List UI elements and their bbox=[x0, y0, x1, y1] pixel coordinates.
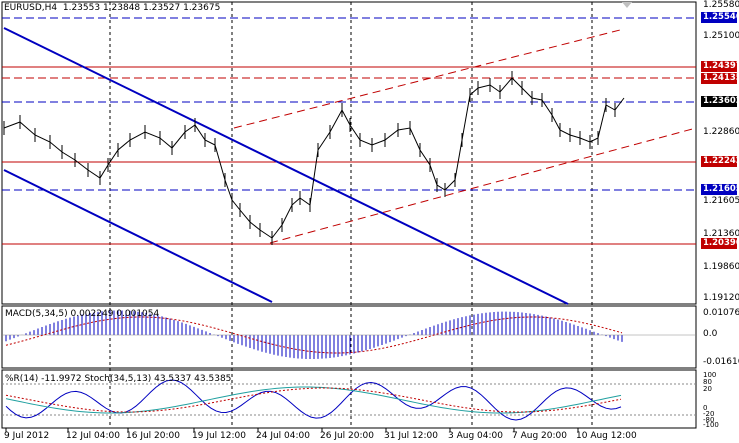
time-label: 19 Jul 12:00 bbox=[192, 431, 246, 441]
time-label: 9 Jul 2012 bbox=[4, 431, 50, 441]
symbol-label: EURUSD,H4 bbox=[4, 3, 58, 13]
level-tag: 1.24135 bbox=[701, 73, 739, 84]
chart-header: EURUSD,H4 1.23553 1.23848 1.23527 1.2367… bbox=[4, 3, 220, 13]
stoch-tick: 20 bbox=[703, 385, 712, 393]
stoch-tick: 100 bbox=[703, 371, 717, 379]
stoch-tick: 80 bbox=[703, 378, 712, 386]
williams-r-line bbox=[5, 379, 622, 421]
time-label: 12 Jul 04:00 bbox=[66, 431, 120, 441]
descending-channel bbox=[3, 27, 569, 305]
ohlc-values: 1.23553 1.23848 1.23527 1.23675 bbox=[62, 3, 221, 13]
macd-tick: -0.01616 bbox=[703, 357, 739, 367]
price-levels bbox=[2, 17, 696, 245]
chart-shift-icon[interactable] bbox=[622, 2, 632, 8]
macd-tick: 0.010763 bbox=[703, 308, 739, 318]
vertical-gridlines bbox=[109, 2, 593, 428]
price-tick: 1.25100 bbox=[703, 31, 739, 41]
stoch-signal-line bbox=[5, 387, 622, 413]
candles bbox=[3, 71, 616, 245]
price-series bbox=[3, 77, 625, 239]
time-label: 10 Aug 12:00 bbox=[576, 431, 637, 441]
stoch-tick: -100 bbox=[703, 421, 719, 429]
macd-label: MACD(5,34,5) 0.002249 0.001054 bbox=[5, 309, 160, 319]
level-tag: 1.25546 bbox=[701, 12, 739, 23]
stoch-label: %R(14) -11.9972 Stoch(34,5,13) 43.5337 4… bbox=[5, 374, 232, 384]
stoch-tick: 0 bbox=[703, 404, 708, 412]
level-tag: 1.23602 bbox=[701, 96, 739, 107]
time-label: 7 Aug 20:00 bbox=[512, 431, 567, 441]
price-tick: 1.22860 bbox=[703, 127, 739, 137]
stoch-tick: -80 bbox=[703, 416, 715, 424]
macd-signal-line bbox=[5, 316, 623, 354]
stoch-panel bbox=[1, 369, 697, 429]
macd-tick: 0.0 bbox=[703, 329, 718, 339]
stoch-tick: -20 bbox=[703, 410, 715, 418]
price-tick: 1.21605 bbox=[703, 196, 739, 206]
time-label: 3 Aug 04:00 bbox=[448, 431, 503, 441]
level-tag: 1.20396 bbox=[701, 238, 739, 249]
price-tick: 1.19860 bbox=[703, 262, 739, 272]
price-tick: 1.21360 bbox=[703, 229, 739, 239]
level-tag: 1.21605 bbox=[701, 184, 739, 195]
level-tag: 1.22242 bbox=[701, 156, 739, 167]
time-label: 16 Jul 20:00 bbox=[126, 431, 180, 441]
time-label: 24 Jul 04:00 bbox=[256, 431, 310, 441]
time-label: 26 Jul 20:00 bbox=[320, 431, 374, 441]
level-tag: 1.24397 bbox=[701, 61, 739, 72]
price-tick: 1.25580 bbox=[703, 0, 739, 10]
time-label: 31 Jul 12:00 bbox=[384, 431, 438, 441]
ascending-channel bbox=[233, 29, 697, 244]
price-tick: 1.19120 bbox=[703, 293, 739, 303]
time-axis-ticks bbox=[5, 428, 579, 432]
